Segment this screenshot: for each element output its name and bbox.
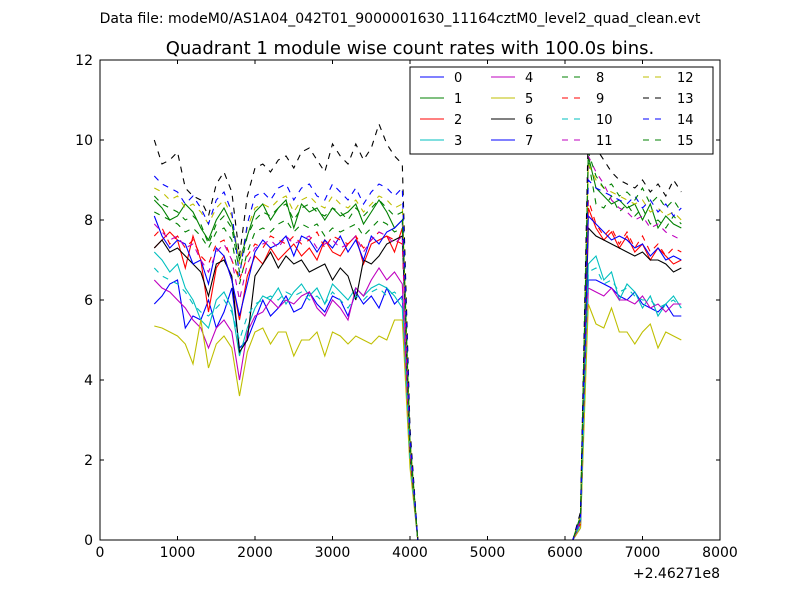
x-tick-label: 0 bbox=[96, 545, 105, 561]
legend-label-11: 11 bbox=[596, 134, 613, 149]
legend-label-15: 15 bbox=[677, 134, 694, 149]
series-line-1 bbox=[153, 155, 682, 540]
x-tick-label: 2000 bbox=[237, 545, 273, 561]
series-line-6 bbox=[153, 226, 682, 540]
y-tick-label: 10 bbox=[75, 133, 93, 149]
series-line-9 bbox=[153, 199, 682, 540]
y-tick-label: 12 bbox=[75, 53, 93, 69]
legend-label-4: 4 bbox=[525, 71, 533, 86]
series-layer bbox=[153, 122, 682, 540]
legend-label-12: 12 bbox=[677, 71, 694, 86]
series-line-4 bbox=[153, 266, 682, 540]
y-tick-label: 2 bbox=[84, 453, 93, 469]
x-tick-label: 1000 bbox=[160, 545, 196, 561]
legend-label-10: 10 bbox=[596, 113, 613, 128]
series-line-10 bbox=[153, 267, 682, 540]
series-line-13 bbox=[153, 122, 682, 540]
legend-label-8: 8 bbox=[596, 71, 604, 86]
x-tick-label: 6000 bbox=[547, 545, 583, 561]
legend-label-3: 3 bbox=[454, 134, 462, 149]
y-tick-label: 0 bbox=[84, 533, 93, 549]
x-tick-label: 3000 bbox=[315, 545, 351, 561]
y-tick-label: 8 bbox=[84, 213, 93, 229]
legend-frame bbox=[409, 66, 714, 155]
legend-label-7: 7 bbox=[525, 134, 533, 149]
series-line-12 bbox=[154, 163, 682, 540]
x-tick-label: 4000 bbox=[392, 545, 428, 561]
plot-area: 0 1000 2000 3000 4000 5000 6000 7000 80000246810… bbox=[75, 53, 738, 561]
chart-title: Quadrant 1 module wise count rates with … bbox=[166, 38, 655, 59]
series-line-7 bbox=[153, 214, 682, 540]
x-tick-label: 5000 bbox=[470, 545, 506, 561]
x-tick-label: 8000 bbox=[702, 545, 738, 561]
legend-label-9: 9 bbox=[596, 92, 604, 107]
y-tick-label: 6 bbox=[84, 293, 93, 309]
legend-label-5: 5 bbox=[525, 92, 533, 107]
legend-label-14: 14 bbox=[677, 113, 694, 128]
y-tick-label: 4 bbox=[84, 373, 93, 389]
legend-label-0: 0 bbox=[454, 71, 462, 86]
ticks-layer: 0 1000 2000 3000 4000 5000 6000 7000 80000246810… bbox=[75, 53, 738, 561]
x-tick-label: 7000 bbox=[625, 545, 661, 561]
series-line-8 bbox=[154, 159, 682, 540]
figure-suptitle: Data file: modeM0/AS1A04_042T01_90000016… bbox=[100, 11, 701, 27]
legend-label-13: 13 bbox=[677, 92, 694, 107]
series-line-15 bbox=[153, 151, 682, 540]
legend-label-1: 1 bbox=[454, 92, 462, 107]
x-offset-label: +2.46271e8 bbox=[633, 566, 720, 582]
series-line-5 bbox=[154, 303, 682, 540]
legend-label-2: 2 bbox=[454, 113, 462, 128]
series-line-11 bbox=[153, 155, 682, 540]
legend-label-6: 6 bbox=[525, 113, 533, 128]
